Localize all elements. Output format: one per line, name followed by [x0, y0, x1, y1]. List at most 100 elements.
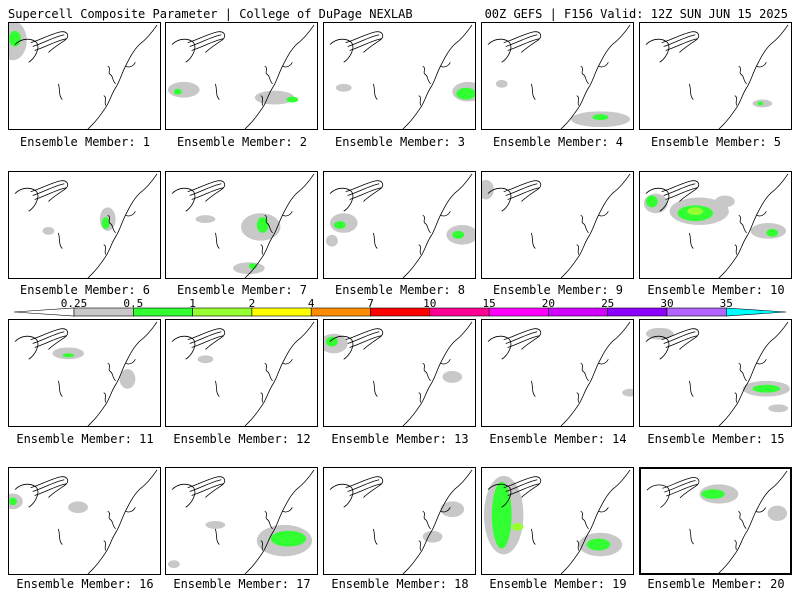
coastline [329, 38, 354, 63]
member-label: Ensemble Member: 18 [331, 577, 469, 591]
member-map-panel [8, 467, 161, 575]
coastline [214, 528, 220, 545]
coastline [103, 95, 107, 106]
scp-contour-fill [766, 228, 779, 237]
coastline [505, 34, 538, 47]
coastline [345, 328, 384, 350]
coastline [734, 539, 737, 551]
map-plot [646, 470, 788, 573]
map-plot [325, 173, 475, 278]
coastline [487, 483, 512, 508]
member-map-panel [323, 22, 476, 130]
member-label: Ensemble Member: 2 [176, 135, 308, 149]
member-map-panel [8, 171, 161, 279]
coastline [189, 479, 222, 492]
coastline [507, 483, 540, 496]
member-map-panel [639, 319, 792, 427]
coastline [503, 180, 542, 202]
coastline [345, 180, 384, 202]
coastline [14, 38, 39, 63]
coastline [689, 528, 694, 545]
colorbar-tick-label: 10 [423, 297, 437, 310]
coastline [57, 232, 63, 249]
coastline [372, 528, 378, 545]
colorbar-segment [370, 307, 431, 317]
coastline [738, 362, 747, 382]
coastline [665, 187, 698, 200]
scp-contour-fill [687, 207, 704, 216]
coastline [32, 183, 65, 196]
coastline [718, 24, 789, 129]
coastline [349, 187, 382, 200]
member-label: Ensemble Member: 19 [489, 577, 627, 591]
coastline [107, 65, 116, 85]
member-map-panel [165, 319, 318, 427]
coastline [282, 62, 293, 68]
coastline [507, 187, 540, 200]
coastline [282, 211, 293, 217]
coastline [187, 31, 226, 53]
coastline [661, 328, 700, 350]
scp-contour-fill [767, 505, 788, 521]
coastline [505, 331, 538, 344]
coastline [756, 62, 767, 68]
coastline [214, 83, 220, 100]
coastline [103, 540, 107, 551]
coastline [580, 214, 589, 234]
coastline [372, 380, 378, 397]
scp-contour-fill [52, 347, 85, 360]
coastline [189, 183, 222, 196]
colorbar-segment [251, 307, 312, 317]
coastline [214, 380, 220, 397]
coastline [191, 335, 224, 348]
member-label: Ensemble Member: 3 [334, 135, 466, 149]
scp-contour-fill [333, 221, 346, 229]
coastline [440, 359, 451, 365]
coastline [718, 173, 789, 278]
coastline [576, 392, 580, 403]
member-map-panel [639, 467, 792, 575]
coastline [422, 65, 431, 85]
member-label: Ensemble Member: 5 [650, 135, 782, 149]
coastline [440, 62, 451, 68]
coastline [402, 469, 473, 574]
coastline [503, 476, 542, 498]
coastline [260, 540, 264, 551]
coastline [187, 328, 226, 350]
member-label: Ensemble Member: 16 [16, 577, 154, 591]
coastline [418, 244, 422, 255]
colorbar-tick-label: 0.25 [60, 297, 88, 310]
coastline [756, 359, 767, 365]
coastline [718, 470, 788, 573]
coastline [664, 480, 696, 493]
coastline [738, 511, 747, 529]
map-plot [171, 321, 315, 426]
scp-contour-fill [511, 522, 524, 531]
coastline [530, 380, 536, 397]
coastline [688, 380, 694, 397]
colorbar-tick-label: 4 [307, 297, 315, 310]
coastline [507, 38, 540, 51]
coastline [418, 95, 422, 106]
coastline [505, 183, 538, 196]
coastline [191, 187, 224, 200]
scp-contour-fill [701, 489, 725, 499]
colorbar-tick-label: 0.5 [123, 297, 144, 310]
coastline [264, 65, 273, 85]
coastline [734, 244, 738, 255]
scp-contour-fill [586, 538, 611, 551]
member-label: Ensemble Member: 1 [19, 135, 151, 149]
coastline [347, 479, 380, 492]
coastline [688, 83, 694, 100]
coastline [125, 62, 136, 68]
scp-contour-fill [325, 234, 338, 247]
member-label: Ensemble Member: 13 [331, 432, 469, 446]
colorbar-tick-label: 7 [367, 297, 374, 310]
coastline [598, 359, 609, 365]
coastline [503, 31, 542, 53]
coastline [171, 38, 196, 63]
coastline [34, 187, 67, 200]
colorbar-segment [429, 307, 490, 317]
coastline [32, 479, 65, 492]
coastline [734, 95, 738, 106]
